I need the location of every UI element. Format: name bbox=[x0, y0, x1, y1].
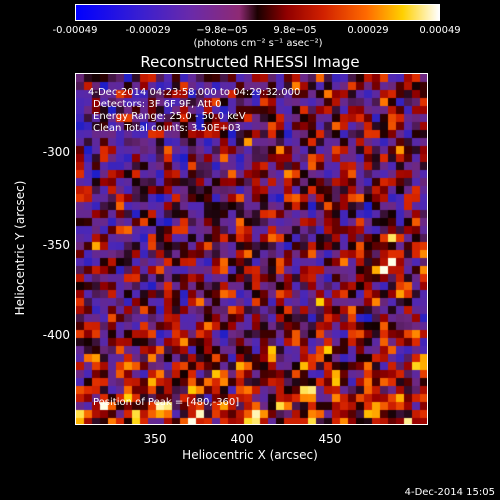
colorbar-tick: 0.00049 bbox=[419, 25, 461, 36]
y-tick-label: -400 bbox=[42, 328, 70, 342]
clean-counts: Clean Total counts: 3.50E+03 bbox=[93, 123, 241, 134]
rhessi-image: 4-Dec-2014 04:23:58.000 to 04:29:32.000 … bbox=[75, 73, 428, 425]
colorbar-tick: 0.00029 bbox=[347, 25, 389, 36]
colorbar bbox=[75, 4, 440, 21]
x-tick-label: 350 bbox=[143, 432, 167, 446]
y-tick-label: -300 bbox=[42, 145, 70, 159]
image-pixels bbox=[76, 74, 427, 424]
colorbar-tick: 9.8e−05 bbox=[273, 25, 317, 36]
colorbar-tick: -0.00029 bbox=[125, 25, 171, 36]
colorbar-tick: −9.8e−05 bbox=[196, 25, 248, 36]
plot-title: Reconstructed RHESSI Image bbox=[140, 53, 360, 71]
y-tick-label: -350 bbox=[42, 238, 70, 252]
detectors-info: Detectors: 3F 6F 9F, Att 0 bbox=[93, 99, 222, 110]
x-tick-label: 400 bbox=[230, 432, 254, 446]
colorbar-tick: -0.00049 bbox=[52, 25, 98, 36]
y-axis-label: Heliocentric Y (arcsec) bbox=[13, 180, 27, 316]
energy-range: Energy Range: 25.0 - 50.0 keV bbox=[93, 111, 246, 122]
peak-position: Position of Peak = [480,-360] bbox=[93, 397, 240, 408]
x-axis-label: Heliocentric X (arcsec) bbox=[182, 448, 318, 462]
colorbar-unit: (photons cm⁻² s⁻¹ asec⁻²) bbox=[193, 38, 323, 49]
time-range: 4-Dec-2014 04:23:58.000 to 04:29:32.000 bbox=[88, 87, 301, 98]
x-tick-label: 450 bbox=[318, 432, 342, 446]
plot-timestamp: 4-Dec-2014 15:05 bbox=[404, 487, 495, 498]
